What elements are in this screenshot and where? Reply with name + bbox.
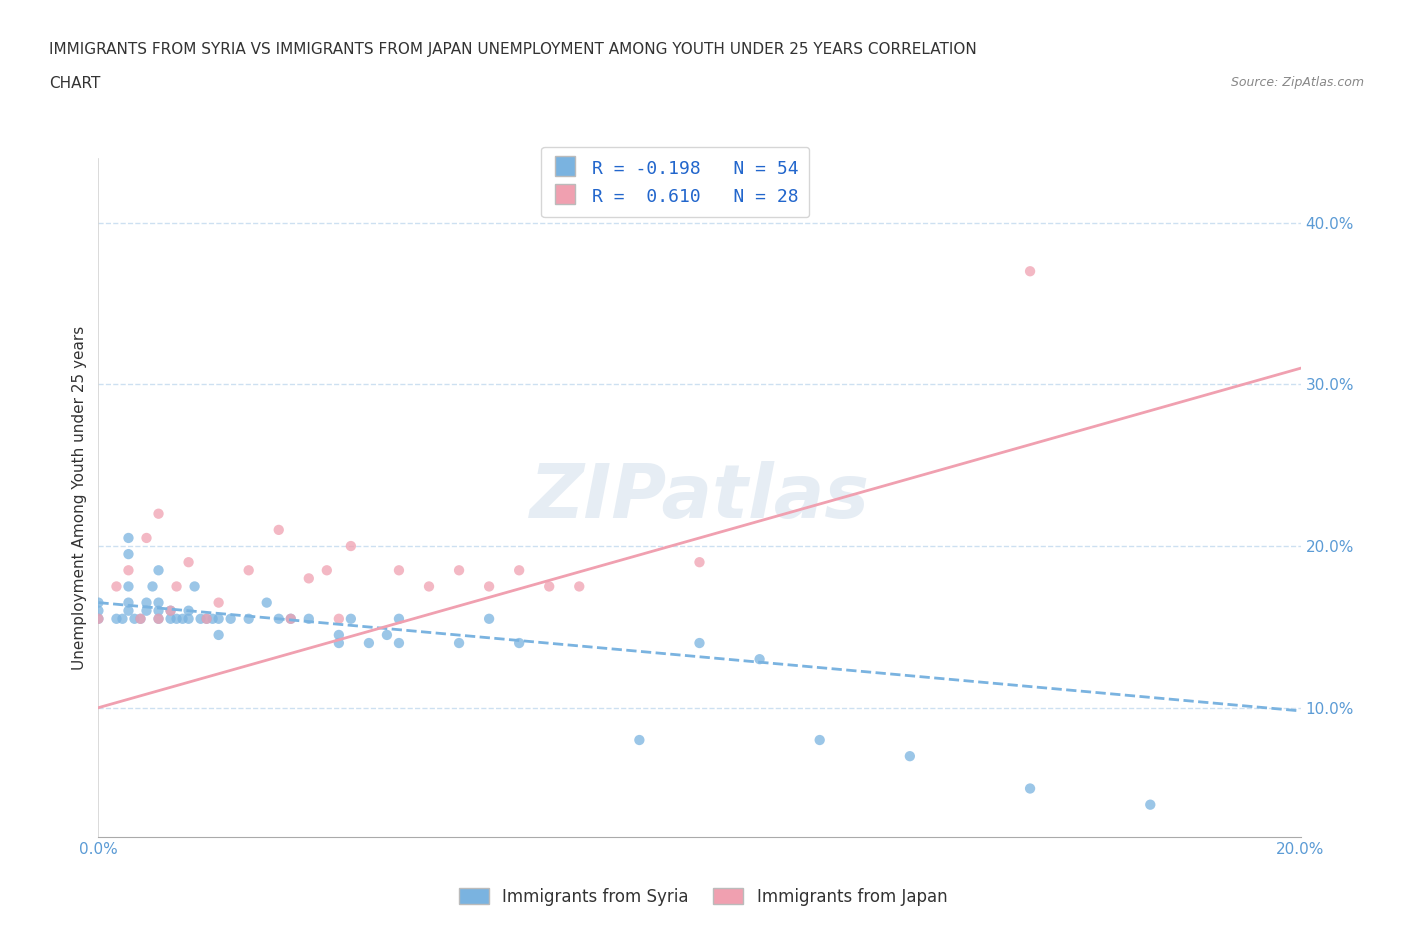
Point	[148, 595, 170, 610]
Point	[238, 611, 260, 626]
Point	[117, 563, 139, 578]
Text: ZIPatlas: ZIPatlas	[530, 461, 869, 534]
Point	[117, 530, 139, 545]
Point	[124, 611, 146, 626]
Point	[105, 579, 128, 594]
Point	[256, 595, 278, 610]
Point	[159, 604, 181, 618]
Point	[315, 563, 337, 578]
Point	[280, 611, 302, 626]
Point	[195, 611, 218, 626]
Point	[1019, 264, 1042, 279]
Y-axis label: Unemployment Among Youth under 25 years: Unemployment Among Youth under 25 years	[72, 326, 87, 670]
Point	[208, 628, 231, 643]
Point	[135, 604, 157, 618]
Point	[87, 604, 110, 618]
Point	[808, 733, 831, 748]
Point	[166, 579, 188, 594]
Point	[117, 579, 139, 594]
Point	[238, 563, 260, 578]
Point	[219, 611, 242, 626]
Text: IMMIGRANTS FROM SYRIA VS IMMIGRANTS FROM JAPAN UNEMPLOYMENT AMONG YOUTH UNDER 25: IMMIGRANTS FROM SYRIA VS IMMIGRANTS FROM…	[49, 42, 977, 57]
Point	[148, 506, 170, 521]
Point	[148, 611, 170, 626]
Point	[298, 571, 321, 586]
Point	[129, 611, 152, 626]
Point	[141, 579, 163, 594]
Point	[166, 611, 188, 626]
Point	[898, 749, 921, 764]
Point	[195, 611, 218, 626]
Point	[208, 595, 231, 610]
Point	[201, 611, 224, 626]
Text: CHART: CHART	[49, 76, 101, 91]
Point	[688, 555, 710, 570]
Point	[177, 555, 200, 570]
Point	[328, 611, 350, 626]
Point	[538, 579, 561, 594]
Point	[111, 611, 134, 626]
Point	[87, 611, 110, 626]
Point	[208, 611, 231, 626]
Point	[117, 604, 139, 618]
Point	[87, 595, 110, 610]
Point	[478, 611, 501, 626]
Point	[148, 563, 170, 578]
Point	[183, 579, 205, 594]
Point	[328, 628, 350, 643]
Point	[357, 635, 380, 650]
Point	[568, 579, 591, 594]
Point	[375, 628, 398, 643]
Text: Source: ZipAtlas.com: Source: ZipAtlas.com	[1230, 76, 1364, 89]
Point	[447, 563, 470, 578]
Point	[508, 635, 530, 650]
Point	[388, 635, 411, 650]
Legend: R = -0.198   N = 54, R =  0.610   N = 28: R = -0.198 N = 54, R = 0.610 N = 28	[541, 147, 810, 218]
Legend: Immigrants from Syria, Immigrants from Japan: Immigrants from Syria, Immigrants from J…	[451, 881, 955, 912]
Point	[328, 635, 350, 650]
Point	[105, 611, 128, 626]
Point	[135, 595, 157, 610]
Point	[447, 635, 470, 650]
Point	[117, 547, 139, 562]
Point	[148, 604, 170, 618]
Point	[267, 611, 290, 626]
Point	[628, 733, 651, 748]
Point	[340, 538, 363, 553]
Point	[418, 579, 440, 594]
Point	[87, 611, 110, 626]
Point	[267, 523, 290, 538]
Point	[298, 611, 321, 626]
Point	[148, 611, 170, 626]
Point	[748, 652, 770, 667]
Point	[1139, 797, 1161, 812]
Point	[129, 611, 152, 626]
Point	[177, 604, 200, 618]
Point	[117, 595, 139, 610]
Point	[172, 611, 194, 626]
Point	[177, 611, 200, 626]
Point	[135, 530, 157, 545]
Point	[280, 611, 302, 626]
Point	[159, 611, 181, 626]
Point	[388, 563, 411, 578]
Point	[340, 611, 363, 626]
Point	[190, 611, 212, 626]
Point	[388, 611, 411, 626]
Point	[159, 604, 181, 618]
Point	[1019, 781, 1042, 796]
Point	[508, 563, 530, 578]
Point	[688, 635, 710, 650]
Point	[478, 579, 501, 594]
